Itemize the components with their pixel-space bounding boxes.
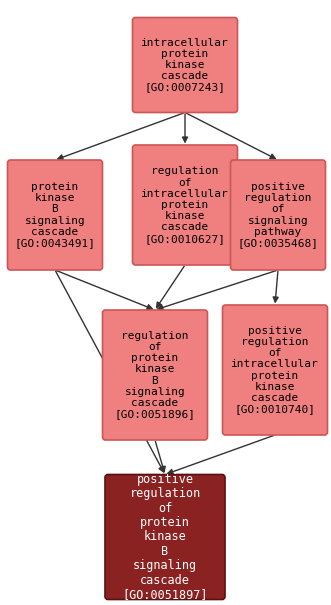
FancyBboxPatch shape [132,145,238,265]
Text: regulation
of
intracellular
protein
kinase
cascade
[GO:0010627]: regulation of intracellular protein kina… [141,166,229,244]
Text: intracellular
protein
kinase
cascade
[GO:0007243]: intracellular protein kinase cascade [GO… [141,38,229,93]
FancyBboxPatch shape [132,18,238,113]
Text: positive
regulation
of
signaling
pathway
[GO:0035468]: positive regulation of signaling pathway… [238,182,318,248]
FancyBboxPatch shape [8,160,103,270]
Text: protein
kinase
B
signaling
cascade
[GO:0043491]: protein kinase B signaling cascade [GO:0… [15,182,96,248]
FancyBboxPatch shape [222,305,327,435]
FancyBboxPatch shape [230,160,325,270]
Text: positive
regulation
of
intracellular
protein
kinase
cascade
[GO:0010740]: positive regulation of intracellular pro… [231,326,319,414]
FancyBboxPatch shape [103,310,208,440]
FancyBboxPatch shape [105,474,225,600]
Text: regulation
of
protein
kinase
B
signaling
cascade
[GO:0051896]: regulation of protein kinase B signaling… [115,331,196,419]
Text: positive
regulation
of
protein
kinase
B
signaling
cascade
[GO:0051897]: positive regulation of protein kinase B … [122,473,208,601]
